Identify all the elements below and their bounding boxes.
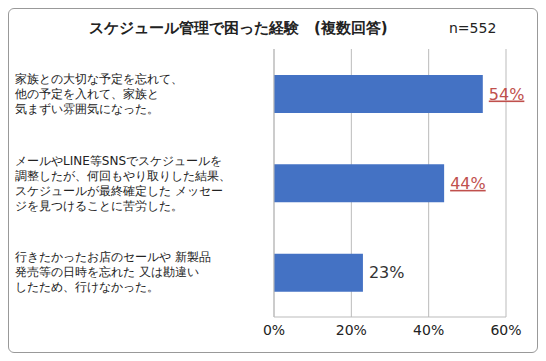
svg-text:23%: 23% (369, 263, 405, 282)
svg-text:メールやLINE等SNSでスケジュールを調整したが、何回もや: メールやLINE等SNSでスケジュールを調整したが、何回もやり取りした結果、スケ… (15, 153, 231, 212)
svg-text:家族との大切な予定を忘れて、他の予定を入れて、家族と気まずい: 家族との大切な予定を忘れて、他の予定を入れて、家族と気まずい雰囲気になった。 (15, 71, 183, 115)
svg-text:60%: 60% (490, 322, 521, 338)
svg-text:54%: 54% (489, 85, 525, 104)
svg-text:行きたかったお店のセールや 新製品発売等の日時を忘れた 又は: 行きたかったお店のセールや 新製品発売等の日時を忘れた 又は勘違いしたため、行け… (15, 250, 211, 294)
svg-text:20%: 20% (336, 322, 367, 338)
html-text:n=552: n=552 (449, 20, 497, 36)
svg-text:40%: 40% (413, 322, 444, 338)
svg-text:0%: 0% (263, 322, 285, 338)
html-text:スケジュール管理で困った経験 (複数回答): スケジュール管理で困った経験 (複数回答) (89, 19, 388, 37)
svg-text:44%: 44% (450, 174, 486, 193)
